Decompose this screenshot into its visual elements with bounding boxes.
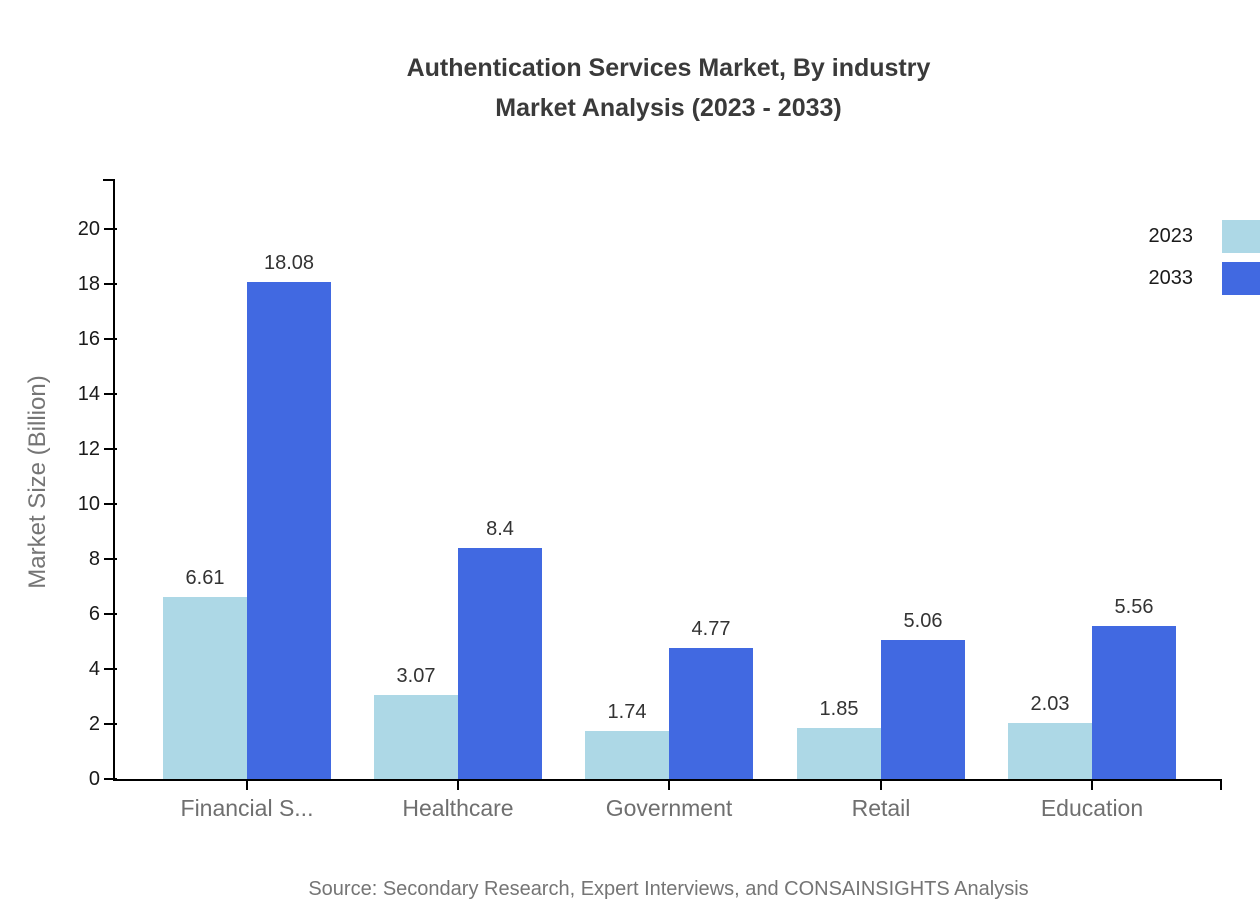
bar-2023-retail [797, 728, 881, 779]
y-tick-label-18: 18 [77, 273, 100, 295]
y-tick-mark-10 [104, 503, 117, 505]
chart-title-line2: Market Analysis (2023 - 2033) [495, 94, 842, 122]
category-label-healthcare: Healthcare [402, 795, 514, 821]
legend-label-2033: 2033 [1148, 267, 1194, 289]
x-tick-mark-government [668, 779, 670, 790]
bar-2023-government [585, 731, 669, 779]
legend-swatch-2023 [1222, 220, 1260, 253]
y-tick-mark-6 [104, 613, 117, 615]
value-label-2023-financial-s: 6.61 [185, 567, 225, 590]
value-label-2033-financial-s: 18.08 [263, 251, 315, 274]
y-tick-label-8: 8 [88, 548, 100, 570]
y-tick-mark-4 [104, 668, 117, 670]
y-tick-label-20: 20 [77, 218, 100, 240]
x-tick-mark-financial-s [246, 779, 248, 790]
y-axis-end-cap [103, 179, 115, 181]
x-tick-mark-retail [880, 779, 882, 790]
legend-swatch-2033 [1222, 262, 1260, 295]
y-tick-label-14: 14 [77, 383, 100, 405]
category-label-financial-s: Financial S... [180, 795, 314, 821]
bar-2033-retail [881, 639, 965, 779]
y-tick-mark-16 [104, 338, 117, 340]
value-label-2033-education: 5.56 [1114, 596, 1154, 619]
y-tick-mark-8 [104, 558, 117, 560]
y-tick-mark-14 [104, 393, 117, 395]
y-tick-label-2: 2 [88, 713, 100, 735]
category-label-government: Government [605, 795, 733, 821]
value-label-2033-government: 4.77 [691, 617, 731, 640]
y-tick-mark-20 [104, 228, 117, 230]
value-label-2023-retail: 1.85 [819, 698, 859, 721]
chart-title-line1: Authentication Services Market, By indus… [406, 54, 931, 82]
x-tick-mark-healthcare [457, 779, 459, 790]
x-axis-end-cap [1220, 779, 1222, 790]
value-label-2033-healthcare: 8.4 [486, 518, 514, 540]
legend-item-2023: 2023 [1100, 220, 1260, 253]
x-tick-mark-education [1091, 779, 1093, 790]
category-label-retail: Retail [851, 795, 911, 821]
y-tick-mark-12 [104, 448, 117, 450]
y-tick-label-4: 4 [88, 658, 100, 680]
bar-2033-education [1092, 626, 1176, 779]
chart-title: Authentication Services Market, By indus… [115, 48, 1222, 128]
bar-2033-financial-s [247, 281, 331, 779]
y-tick-label-16: 16 [77, 328, 100, 350]
value-label-2033-retail: 5.06 [903, 609, 943, 632]
legend: 2023 2033 [1100, 220, 1260, 304]
bar-2023-healthcare [374, 694, 458, 779]
value-label-2023-education: 2.03 [1030, 693, 1070, 716]
value-label-2023-healthcare: 3.07 [396, 664, 436, 687]
y-tick-label-12: 12 [77, 438, 100, 460]
value-label-2023-government: 1.74 [607, 701, 647, 724]
bar-2033-healthcare [458, 548, 542, 779]
legend-label-2023: 2023 [1148, 225, 1194, 247]
category-label-education: Education [1040, 795, 1144, 821]
y-tick-label-0: 0 [88, 768, 100, 790]
bar-2023-education [1008, 723, 1092, 779]
y-tick-mark-2 [104, 723, 117, 725]
bar-2033-government [669, 647, 753, 779]
x-axis-line [113, 779, 1222, 781]
legend-item-2033: 2033 [1100, 262, 1260, 295]
y-tick-mark-18 [104, 283, 117, 285]
y-tick-label-6: 6 [88, 603, 100, 625]
y-tick-mark-0 [104, 778, 117, 780]
y-axis-line [113, 179, 115, 781]
source-note: Source: Secondary Research, Expert Inter… [308, 878, 1029, 900]
y-tick-label-10: 10 [77, 493, 100, 515]
bar-2023-financial-s [163, 597, 247, 779]
y-axis-title: Market Size (Billion) [24, 375, 51, 589]
